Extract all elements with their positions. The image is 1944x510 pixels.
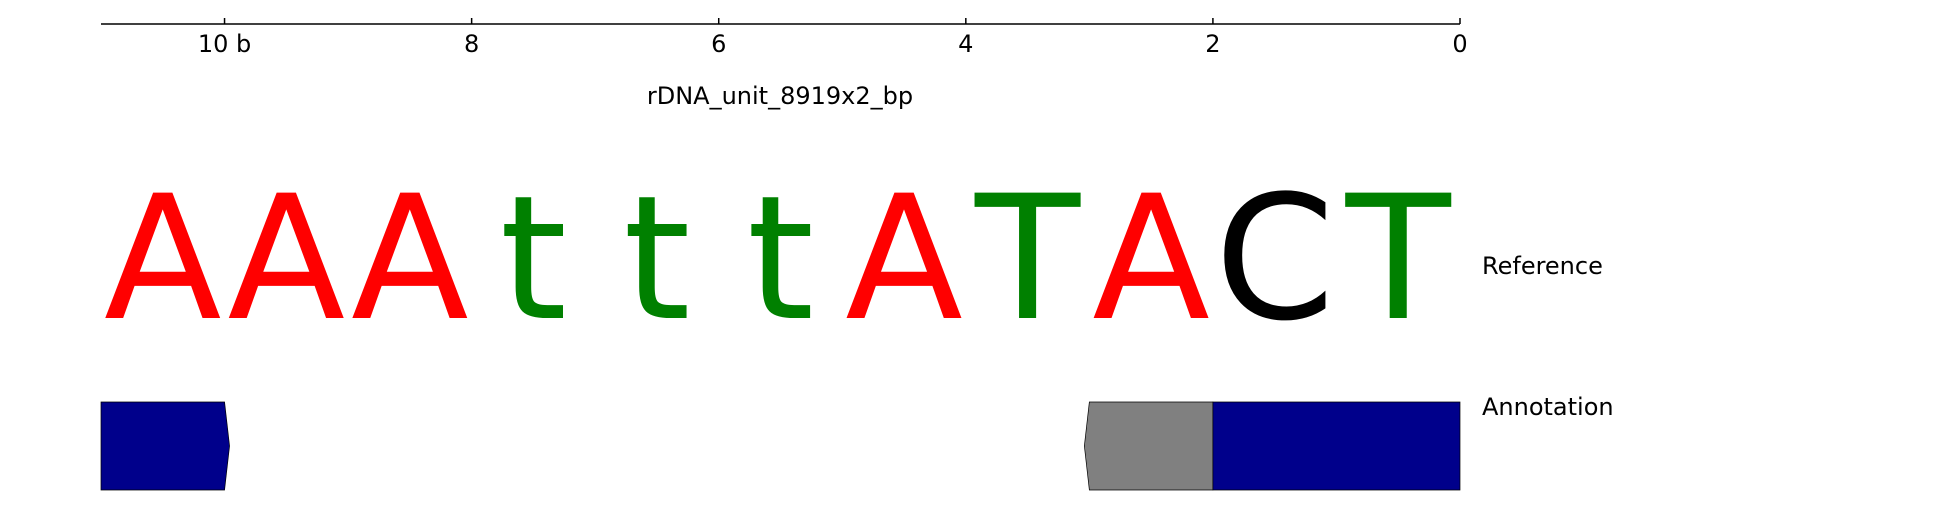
axis-tick-label: 0	[1452, 30, 1467, 58]
position-axis: 10 b 8 6 4 2 0 rDNA_unit_8919x2_bp	[101, 18, 1468, 110]
reference-base: T	[974, 158, 1081, 359]
reference-base: A	[104, 158, 222, 359]
annotation-feature	[1084, 401, 1214, 491]
axis-ticks: 10 b 8 6 4 2 0	[198, 18, 1468, 58]
axis-title: rDNA_unit_8919x2_bp	[647, 82, 913, 110]
reference-track-label: Reference	[1482, 252, 1603, 280]
reference-base: t	[500, 158, 567, 359]
axis-tick-label: 6	[711, 30, 726, 58]
reference-base: A	[845, 158, 963, 359]
reference-base: t	[623, 158, 690, 359]
annotation-feature	[100, 401, 230, 491]
reference-base: A	[1092, 158, 1210, 359]
reference-base: t	[747, 158, 814, 359]
annotation-track-label: Annotation	[1482, 393, 1614, 421]
axis-tick-label: 10 b	[198, 30, 251, 58]
axis-tick-label: 2	[1205, 30, 1220, 58]
reference-base: T	[1345, 158, 1452, 359]
axis-tick-label: 8	[464, 30, 479, 58]
annotation-features	[100, 401, 1461, 491]
reference-base: A	[351, 158, 469, 359]
reference-base: C	[1215, 158, 1335, 359]
annotation-track: Annotation	[100, 393, 1614, 491]
annotation-feature	[1212, 401, 1461, 491]
reference-base: A	[227, 158, 345, 359]
axis-tick-label: 4	[958, 30, 973, 58]
